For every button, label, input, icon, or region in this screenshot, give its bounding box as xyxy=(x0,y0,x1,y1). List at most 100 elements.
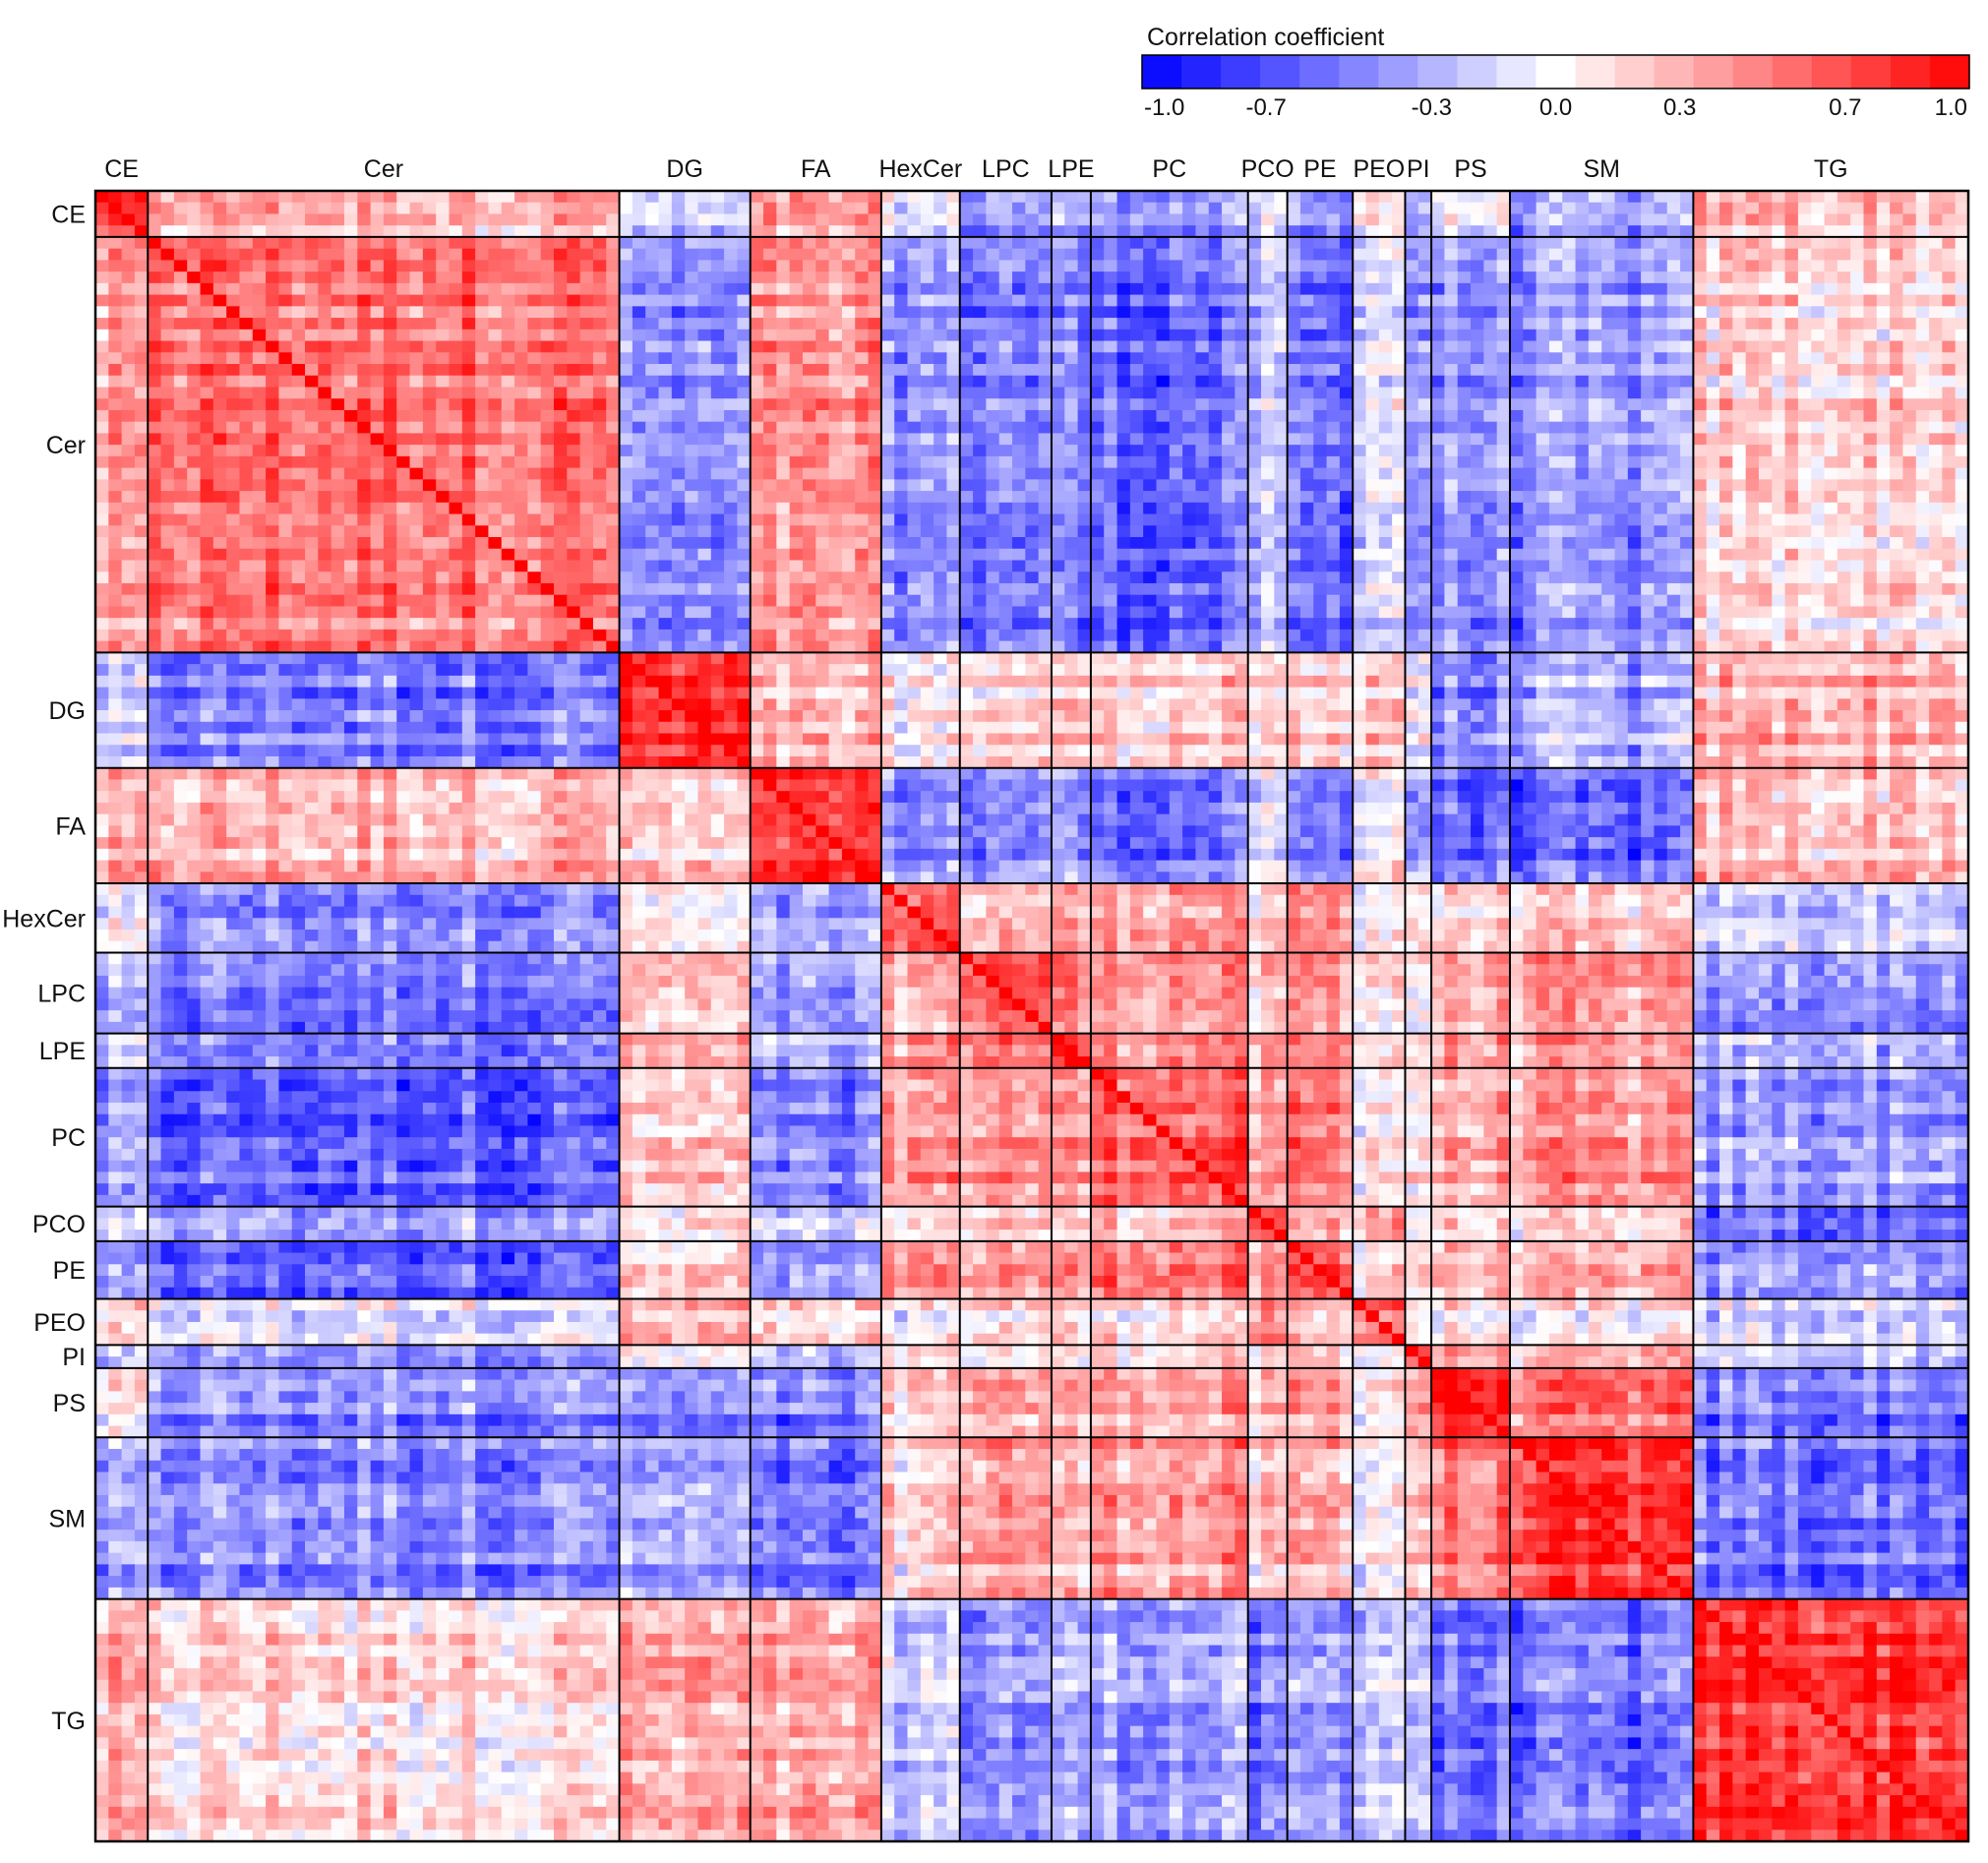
heatmap-cell xyxy=(1627,513,1642,526)
heatmap-cell xyxy=(1208,525,1223,538)
heatmap-cell xyxy=(724,364,739,377)
heatmap-cell xyxy=(1077,548,1092,562)
heatmap-cell xyxy=(1405,236,1419,250)
heatmap-cell xyxy=(1405,294,1419,307)
heatmap-cell xyxy=(1116,571,1131,584)
heatmap-cell xyxy=(986,409,1000,423)
colorbar-step xyxy=(1142,55,1182,89)
heatmap-cell xyxy=(750,364,764,377)
heatmap-cell xyxy=(1038,445,1053,457)
heatmap-cell xyxy=(1353,306,1367,319)
heatmap-cell xyxy=(1392,329,1407,342)
heatmap-cell xyxy=(212,537,227,550)
heatmap-cell xyxy=(658,191,673,204)
heatmap-cell xyxy=(1143,294,1158,307)
heatmap-cell xyxy=(1326,306,1341,319)
heatmap-cell xyxy=(291,409,306,423)
heatmap-cell xyxy=(986,513,1000,526)
heatmap-cell xyxy=(567,352,581,365)
heatmap-cell xyxy=(1417,387,1432,399)
heatmap-cell xyxy=(1890,455,1904,469)
heatmap-cell xyxy=(318,491,332,504)
heatmap-cell xyxy=(1641,433,1656,446)
heatmap-cell xyxy=(291,306,306,319)
heatmap-cell xyxy=(658,213,673,226)
heatmap-cell xyxy=(1116,364,1131,377)
heatmap-cell xyxy=(1195,282,1210,296)
heatmap-cell xyxy=(488,455,503,469)
heatmap-cell xyxy=(1339,433,1354,446)
heatmap-cell xyxy=(1758,329,1773,342)
heatmap-cell xyxy=(776,560,791,572)
heatmap-cell xyxy=(1772,491,1786,504)
heatmap-cell xyxy=(606,525,621,538)
heatmap-cell xyxy=(1863,387,1878,399)
heatmap-cell xyxy=(187,582,202,596)
heatmap-cell xyxy=(305,525,319,538)
heatmap-cell xyxy=(998,479,1013,492)
heatmap-cell xyxy=(422,213,437,226)
heatmap-cell xyxy=(894,513,909,526)
heatmap-cell xyxy=(671,548,686,562)
heatmap-cell xyxy=(1811,560,1826,572)
heatmap-cell xyxy=(514,364,528,377)
heatmap-cell xyxy=(1784,191,1799,204)
heatmap-cell xyxy=(685,375,699,389)
heatmap-cell xyxy=(1195,455,1210,469)
heatmap-cell xyxy=(1732,502,1747,515)
heatmap-cell xyxy=(1025,467,1040,480)
heatmap-cell xyxy=(1719,306,1733,319)
heatmap-cell xyxy=(436,582,451,596)
heatmap-cell xyxy=(1195,502,1210,515)
heatmap-cell xyxy=(1051,375,1065,389)
heatmap-cell xyxy=(1863,248,1878,261)
heatmap-cell xyxy=(658,445,673,457)
heatmap-cell xyxy=(685,445,699,457)
heatmap-cell xyxy=(1745,375,1760,389)
heatmap-cell xyxy=(95,225,109,238)
heatmap-cell xyxy=(1536,375,1550,389)
heatmap-cell xyxy=(1378,318,1393,331)
heatmap-cell xyxy=(1471,294,1484,307)
heatmap-cell xyxy=(1483,491,1498,504)
heatmap-cell xyxy=(973,260,987,272)
heatmap-cell xyxy=(619,467,633,480)
heatmap-cell xyxy=(828,582,843,596)
heatmap-cell xyxy=(1222,491,1235,504)
heatmap-cell xyxy=(1627,248,1642,261)
heatmap-cell xyxy=(1890,433,1904,446)
heatmap-cell xyxy=(697,225,712,238)
heatmap-cell xyxy=(1575,491,1590,504)
heatmap-cell xyxy=(855,352,870,365)
heatmap-cell xyxy=(1326,202,1341,215)
heatmap-cell xyxy=(1680,282,1694,296)
heatmap-cell xyxy=(934,582,948,596)
heatmap-cell xyxy=(1326,491,1341,504)
heatmap-cell xyxy=(1313,387,1328,399)
heatmap-cell xyxy=(396,398,411,411)
heatmap-cell xyxy=(1353,191,1367,204)
heatmap-cell xyxy=(1274,318,1289,331)
heatmap-cell xyxy=(1666,537,1681,550)
heatmap-cell xyxy=(1156,455,1171,469)
heatmap-cell xyxy=(1706,479,1720,492)
heatmap-cell xyxy=(619,213,633,226)
heatmap-cell xyxy=(1509,479,1524,492)
heatmap-cell xyxy=(1575,537,1590,550)
heatmap-cell xyxy=(737,191,752,204)
heatmap-cell xyxy=(1129,260,1144,272)
heatmap-cell xyxy=(724,525,739,538)
heatmap-cell xyxy=(527,409,542,423)
heatmap-cell xyxy=(396,467,411,480)
heatmap-cell xyxy=(1772,306,1786,319)
heatmap-cell xyxy=(697,398,712,411)
heatmap-cell xyxy=(266,445,279,457)
heatmap-cell xyxy=(1274,213,1289,226)
heatmap-cell xyxy=(1417,491,1432,504)
heatmap-cell xyxy=(331,421,345,435)
heatmap-cell xyxy=(828,318,843,331)
heatmap-cell xyxy=(331,225,345,238)
heatmap-cell xyxy=(1025,329,1040,342)
heatmap-cell xyxy=(148,225,162,238)
heatmap-cell xyxy=(1811,329,1826,342)
